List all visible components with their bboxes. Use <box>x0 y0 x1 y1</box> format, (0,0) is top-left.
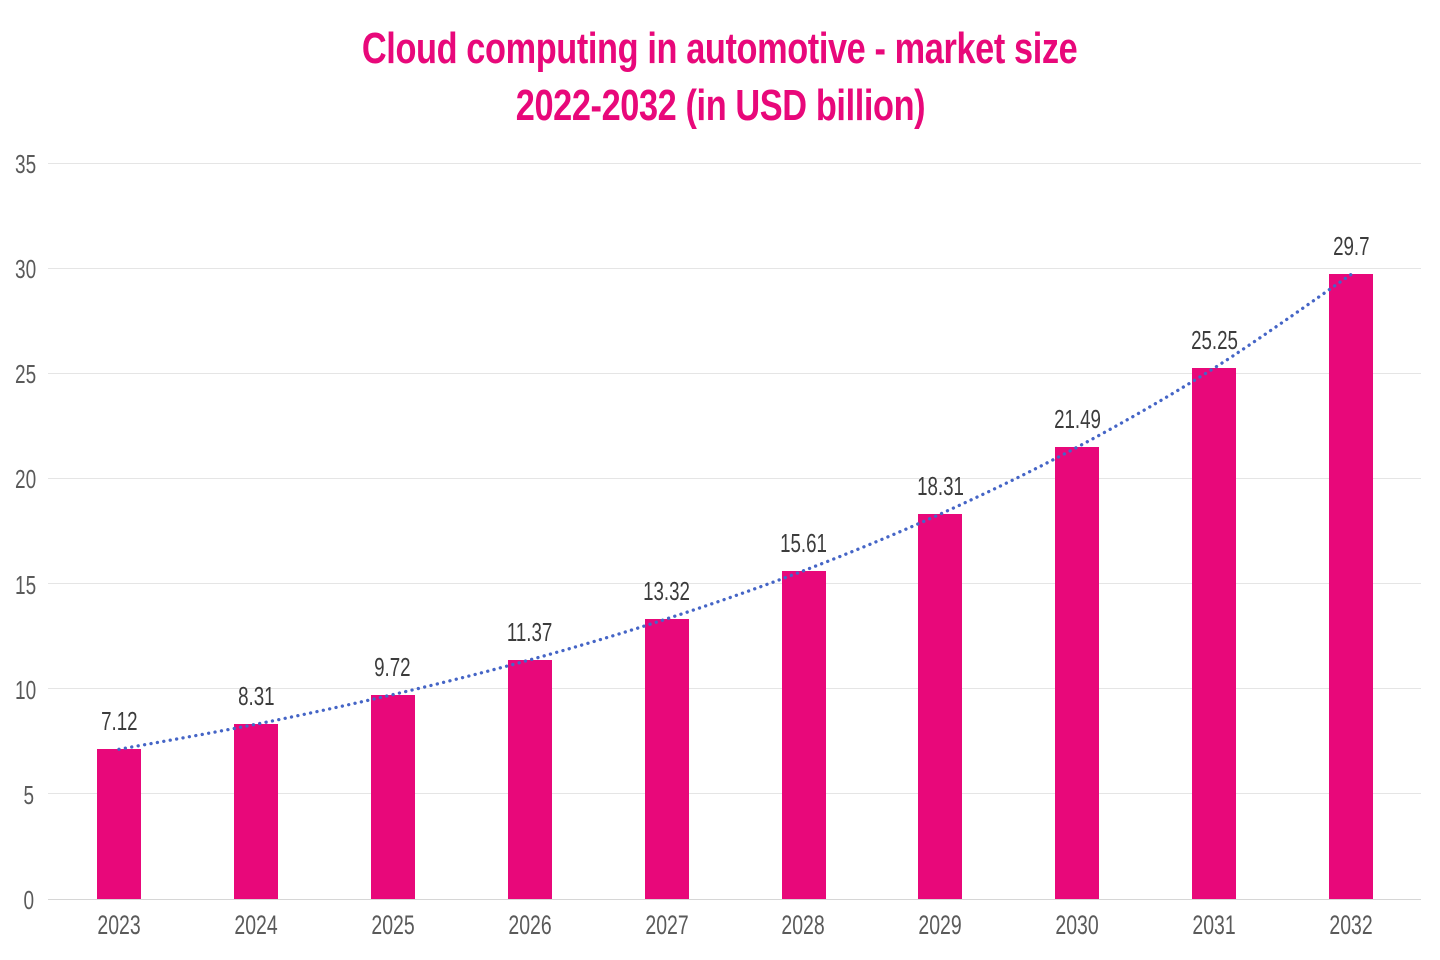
y-tick-label-35: 35 <box>15 149 37 179</box>
bar-2029 <box>918 513 963 899</box>
bar-value-label-2031: 25.25 <box>1190 325 1238 356</box>
gridline-y-30 <box>48 267 1421 269</box>
x-tick-label-2025: 2025 <box>371 910 415 940</box>
bar-value-label-2023: 7.12 <box>100 706 138 737</box>
y-tick-label-5: 5 <box>23 779 34 810</box>
x-tick-label-2029: 2029 <box>918 910 963 940</box>
bar-2026 <box>507 659 552 899</box>
y-tick-label-25: 25 <box>15 359 37 390</box>
bar-2023 <box>97 749 141 899</box>
x-tick-label-2027: 2027 <box>644 910 689 940</box>
x-tick-label-2031: 2031 <box>1192 910 1236 940</box>
bar-value-label-2030: 21.49 <box>1053 404 1101 435</box>
y-tick-label-0: 0 <box>23 885 34 915</box>
bar-value-label-2025: 9.72 <box>374 651 412 682</box>
gridline-y-0 <box>48 898 1421 900</box>
bar-value-label-2032: 29.7 <box>1332 231 1370 262</box>
plot-area: 7.12 8.31 9.72 11.37 13.32 15.61 18.31 21.49 25.… <box>48 162 1421 900</box>
bar-2028 <box>781 570 826 899</box>
gridline-y-5 <box>48 793 1421 795</box>
bar-value-label-2026: 11.37 <box>506 616 553 647</box>
x-tick-label-2023: 2023 <box>97 910 141 940</box>
bar-value-label-2029: 18.31 <box>916 470 964 501</box>
y-tick-label-15: 15 <box>15 569 37 600</box>
chart-title-line-2: 2022-2032 (in USD billion) <box>515 81 925 131</box>
x-tick-label-2024: 2024 <box>234 910 278 940</box>
bar-2032 <box>1329 274 1374 899</box>
x-tick-label-2030: 2030 <box>1055 910 1099 940</box>
x-tick-label-2032: 2032 <box>1329 910 1373 940</box>
chart-title-line-1: Cloud computing in automotive - market s… <box>362 24 1078 73</box>
y-tick-label-30: 30 <box>15 254 37 285</box>
gridline-y-35 <box>48 162 1421 164</box>
bar-value-label-2028: 15.61 <box>780 527 827 558</box>
bar-value-label-2024: 8.31 <box>237 681 275 712</box>
bar-2027 <box>644 618 689 899</box>
chart-title: Cloud computing in automotive - market s… <box>0 20 1440 134</box>
bar-value-label-2027: 13.32 <box>643 575 691 606</box>
y-tick-label-10: 10 <box>15 674 37 705</box>
x-tick-label-2028: 2028 <box>781 910 826 940</box>
bar-2030 <box>1055 447 1100 899</box>
bar-2025 <box>370 694 415 899</box>
y-tick-label-20: 20 <box>15 464 37 495</box>
bar-2031 <box>1192 368 1237 899</box>
bar-2024 <box>233 724 278 899</box>
x-tick-label-2026: 2026 <box>508 910 552 940</box>
